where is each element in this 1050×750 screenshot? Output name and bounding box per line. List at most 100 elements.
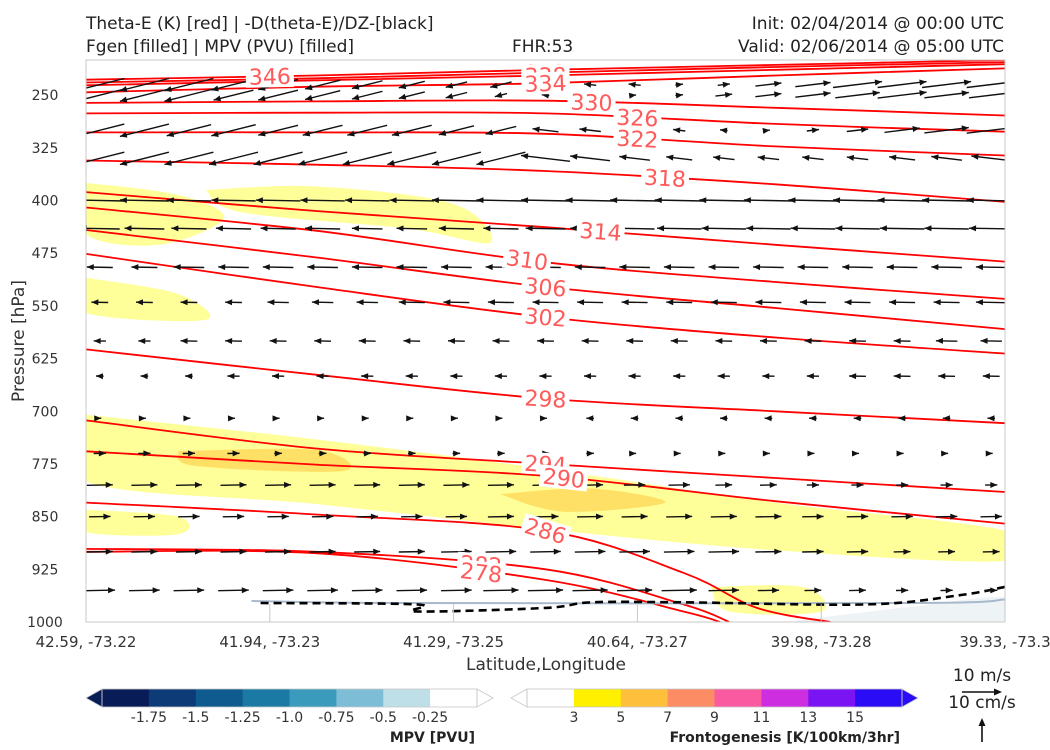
wind-vector	[164, 151, 214, 166]
wind-vector	[227, 373, 240, 380]
wind-vector	[211, 197, 256, 204]
fgen-colorbar-segment	[620, 689, 669, 707]
wind-vector	[806, 373, 820, 380]
mpv-colorbar-segment	[195, 689, 244, 707]
wind-vector	[180, 299, 198, 306]
wind-vector	[715, 482, 733, 488]
wind-vector	[86, 548, 113, 555]
wind-vector	[441, 264, 472, 271]
wind-vector	[86, 199, 125, 202]
wind-vector	[445, 81, 468, 89]
mpv-colorbar-segment	[430, 689, 478, 707]
wind-vector	[980, 513, 1002, 520]
wind-vector	[487, 513, 514, 520]
wind-vector	[717, 81, 730, 88]
wind-vector	[520, 197, 571, 204]
vector-key-wind-label: 10 m/s	[953, 666, 1011, 686]
wind-vector	[398, 80, 425, 90]
wind-vector	[804, 587, 822, 594]
wind-vector	[577, 299, 604, 306]
wind-vector	[494, 92, 508, 98]
wind-vector	[835, 90, 880, 99]
wind-vector	[832, 79, 883, 89]
mpv-colorbar-label: MPV [PVU]	[390, 730, 475, 746]
wind-vector	[851, 482, 864, 488]
wind-vector	[586, 415, 594, 422]
mpv-colorbar-segment	[336, 689, 384, 707]
wind-vector	[924, 125, 969, 134]
wind-vector	[129, 587, 160, 594]
wind-vector	[450, 373, 463, 380]
wind-vector	[227, 450, 240, 457]
wind-vector	[476, 197, 526, 204]
wind-vector	[351, 264, 383, 271]
y-axis-label: Pressure [hPa]	[9, 280, 29, 402]
fgen-colorbar-segment	[714, 689, 762, 707]
wind-vector	[572, 587, 608, 594]
wind-vector	[218, 264, 249, 271]
contour-label-bg	[521, 71, 570, 95]
fgen-colorbar-tick-label: 11	[752, 710, 770, 726]
wind-vector	[628, 81, 641, 88]
y-tick-label: 250	[32, 88, 59, 104]
wind-vector	[795, 80, 831, 88]
wind-vector	[583, 81, 597, 88]
contour-label-bg	[245, 64, 295, 88]
y-tick-label: 325	[32, 141, 59, 157]
wind-vector	[311, 513, 334, 520]
theta-e-contour-318	[86, 159, 1005, 203]
wind-vector	[935, 513, 958, 520]
contour-label-322: 322	[616, 127, 659, 154]
wind-vector	[138, 415, 146, 422]
fill-fgen-lower-core-left	[177, 448, 352, 472]
fgen-colorbar-tick-label: 7	[663, 710, 672, 726]
wind-vector	[708, 548, 740, 555]
wind-vector	[710, 513, 737, 520]
wind-vector	[586, 450, 594, 457]
wind-vector	[494, 373, 508, 380]
wind-vector	[935, 337, 958, 344]
wind-vector	[140, 373, 149, 380]
fill-fgen-mid-left	[86, 277, 211, 322]
wind-vector	[119, 123, 170, 138]
wind-vector	[889, 299, 916, 306]
wind-vector	[610, 197, 660, 204]
wind-vector	[262, 264, 294, 271]
wind-vector	[982, 548, 1000, 555]
wind-vector	[968, 225, 1005, 232]
wind-vector	[297, 151, 348, 166]
forecast-hour: FHR:53	[512, 37, 574, 57]
wind-vector	[208, 151, 259, 166]
wind-vector	[265, 481, 292, 488]
wind-vector	[537, 338, 554, 344]
mpv-colorbar-segment	[148, 689, 197, 707]
contour-label-330: 330	[570, 91, 613, 117]
init-time: Init: 02/04/2014 @ 00:00 UTC	[751, 14, 1004, 34]
wind-vector	[924, 225, 969, 232]
wind-vector	[893, 373, 911, 380]
wind-vector	[668, 481, 690, 488]
wind-vector	[654, 197, 704, 204]
dashed-surface-line	[260, 585, 1005, 613]
fill-fgen-lower-core-mid	[499, 488, 666, 512]
wind-vector	[86, 481, 113, 488]
wind-vector	[619, 548, 650, 555]
wind-vector	[258, 89, 299, 102]
wind-vector	[443, 481, 470, 488]
wind-vector	[877, 197, 927, 204]
wind-vector	[351, 587, 383, 594]
wind-vector	[710, 299, 737, 306]
fill-fgen-surface	[710, 585, 827, 615]
fgen-colorbar-tick-label: 5	[616, 710, 625, 726]
wind-vector	[274, 450, 282, 457]
wind-vector	[719, 127, 728, 134]
wind-vector	[971, 153, 1005, 161]
wind-vector	[86, 123, 125, 135]
wind-vector	[485, 548, 517, 555]
wind-vector	[577, 513, 604, 520]
wind-vector	[358, 338, 376, 344]
wind-vector	[253, 151, 303, 166]
vector-key-vertical-arrowhead	[978, 718, 986, 726]
wind-vector	[94, 415, 102, 422]
wind-vector	[218, 587, 249, 594]
